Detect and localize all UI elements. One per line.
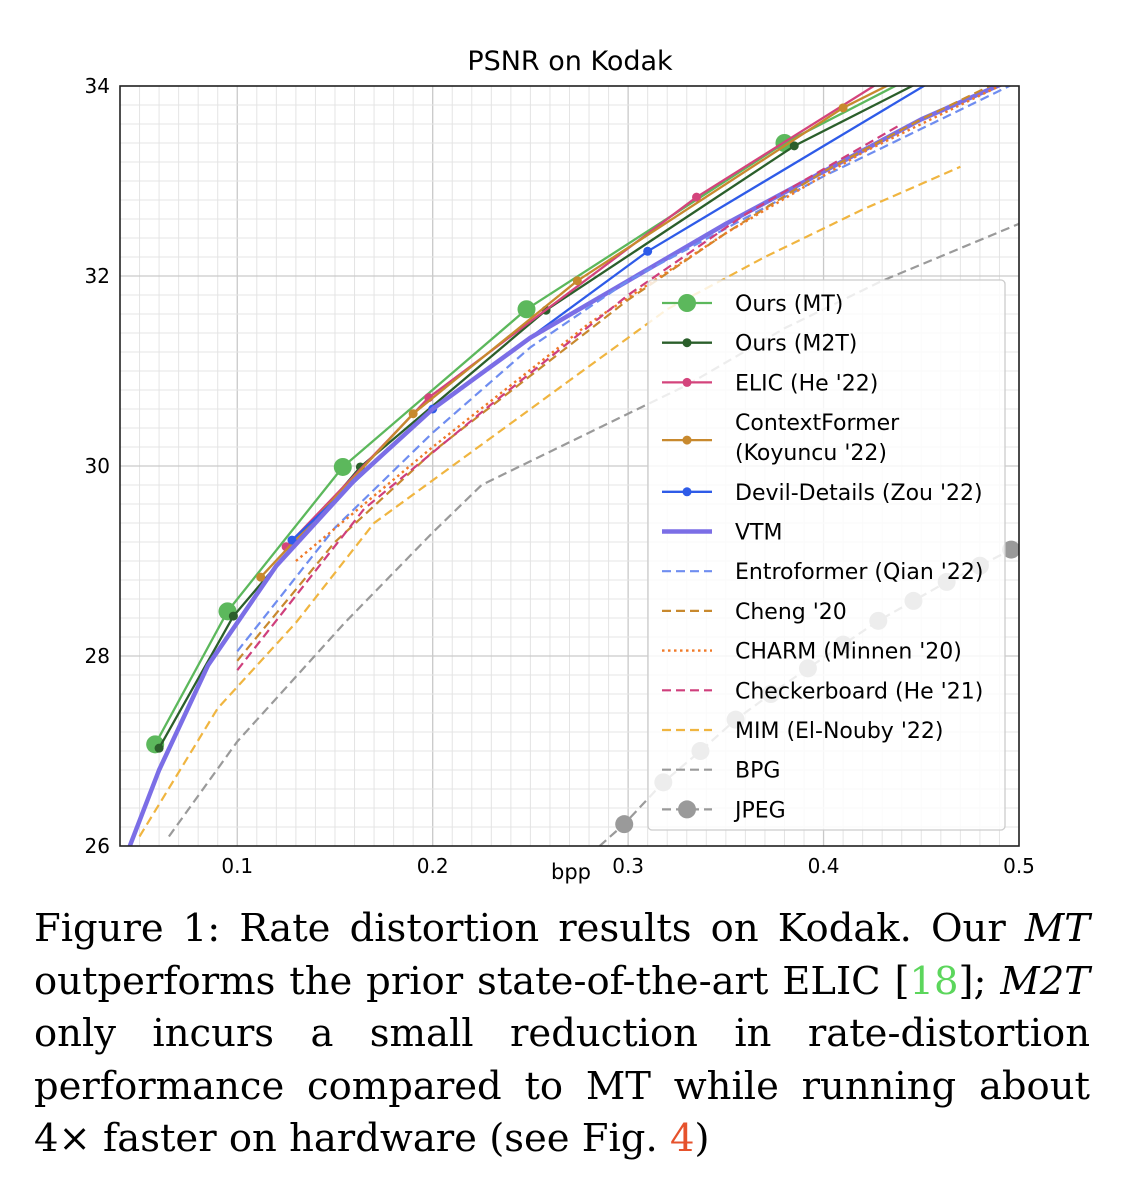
legend-item-entroformer-qian-22: Entroformer (Qian '22) xyxy=(662,560,983,585)
caption-prefix: Figure 1: Rate distortion results on Kod… xyxy=(34,906,1025,951)
series-entroformer-qian-22 xyxy=(236,86,1012,652)
legend-item-checkerboard-he-21: Checkerboard (He '21) xyxy=(662,679,983,704)
axis-ticks: 0.1 0.2 0.3 0.4 0.5 26 28 30 32 34 xyxy=(85,74,1035,878)
x-tick-label: 0.1 xyxy=(221,854,253,878)
legend-item-vtm: VTM xyxy=(662,521,782,546)
y-tick-label: 32 xyxy=(85,264,110,288)
caption-m2t: M2T xyxy=(1000,958,1090,1004)
x-tick-label: 0.3 xyxy=(612,854,644,878)
legend-label: Devil-Details (Zou '22) xyxy=(735,481,983,506)
data-point xyxy=(1030,524,1048,542)
series-checkerboard-he-21 xyxy=(236,123,903,671)
legend-marker xyxy=(682,338,692,348)
legend-label: JPEG xyxy=(733,798,786,823)
legend-item-bpg: BPG xyxy=(662,759,780,784)
legend-label: MIM (El-Nouby '22) xyxy=(735,719,943,744)
caption-mid2: ]; xyxy=(958,958,1001,1004)
legend-marker xyxy=(678,800,696,819)
caption-suffix: ) xyxy=(694,1116,710,1161)
legend-item-ours-mt: Ours (MT) xyxy=(662,292,843,317)
y-tick-label: 30 xyxy=(85,454,110,478)
legend-item-cheng-20: Cheng '20 xyxy=(662,600,847,625)
legend-item-charm-minnen-20: CHARM (Minnen '20) xyxy=(662,640,962,665)
data-point xyxy=(1015,15,1024,24)
caption-mt: MT xyxy=(1024,906,1090,951)
series-line xyxy=(158,86,915,749)
legend: Ours (MT) Ours (M2T) ELIC (He '22) ContextF… xyxy=(647,279,1006,831)
caption-mid1: outperforms the prior state-of-the-art E… xyxy=(34,958,910,1004)
data-point xyxy=(572,276,582,286)
data-point xyxy=(643,246,653,256)
data-point xyxy=(1002,540,1019,559)
series-mim-el-nouby-22 xyxy=(138,165,961,838)
series-line xyxy=(168,222,1019,838)
series-contextformer-koyuncu-22 xyxy=(256,15,1024,582)
plot-frame xyxy=(119,85,1020,847)
legend-marker xyxy=(682,435,692,445)
legend-label: ContextFormer xyxy=(735,411,900,436)
legend-label: ELIC (He '22) xyxy=(735,371,878,396)
caption-ref-18[interactable]: 18 xyxy=(909,958,959,1004)
series-line xyxy=(236,86,993,662)
y-tick-label: 26 xyxy=(85,834,110,858)
legend-label: Ours (MT) xyxy=(735,292,843,317)
legend-label: Cheng '20 xyxy=(735,600,847,625)
data-point xyxy=(517,300,536,319)
x-axis-label: bpp xyxy=(551,860,591,884)
legend-label: Ours (M2T) xyxy=(735,332,857,357)
data-point xyxy=(287,535,297,545)
x-tick-label: 0.4 xyxy=(808,854,840,878)
data-point xyxy=(838,103,848,113)
series-bpg xyxy=(168,222,1019,838)
y-tick-label: 34 xyxy=(85,74,110,98)
legend-label: VTM xyxy=(735,521,782,546)
caption-mid3: only incurs a small reduction in rate-di… xyxy=(34,1011,1090,1161)
legend-item-contextformer-koyuncu-22: ContextFormer (Koyuncu '22) xyxy=(662,411,900,466)
legend-marker xyxy=(682,487,692,497)
legend-label: CHARM (Minnen '20) xyxy=(735,640,962,665)
data-point xyxy=(1015,25,1024,34)
legend-item-jpeg: JPEG xyxy=(662,798,786,823)
legend-item-ours-m2t: Ours (M2T) xyxy=(662,332,857,357)
x-tick-label: 0.2 xyxy=(417,854,449,878)
legend-label: Checkerboard (He '21) xyxy=(735,679,983,704)
series-line xyxy=(154,86,898,745)
legend-item-devil-details-zou-22: Devil-Details (Zou '22) xyxy=(662,481,983,506)
caption-ref-fig4[interactable]: 4 xyxy=(669,1116,695,1161)
data-point xyxy=(789,141,799,151)
y-tick-label: 28 xyxy=(85,644,110,668)
series-cheng-20 xyxy=(236,86,993,662)
series-line xyxy=(236,86,1012,652)
legend-label: Entroformer (Qian '22) xyxy=(735,560,983,585)
data-point xyxy=(256,572,266,582)
series-line xyxy=(138,165,961,838)
x-tick-label: 0.5 xyxy=(1003,854,1035,878)
data-point xyxy=(615,815,634,834)
data-point xyxy=(228,611,238,621)
legend-label: (Koyuncu '22) xyxy=(735,441,887,466)
legend-marker xyxy=(678,294,696,312)
legend-box xyxy=(647,279,1006,831)
data-point xyxy=(975,15,984,24)
legend-label: BPG xyxy=(735,759,780,784)
figure-caption: Figure 1: Rate distortion results on Kod… xyxy=(34,903,1090,1166)
series-line xyxy=(236,123,903,671)
data-point xyxy=(154,743,164,753)
chart-title: PSNR on Kodak xyxy=(467,46,673,77)
legend-marker xyxy=(682,377,692,387)
legend-item-elic-he-22: ELIC (He '22) xyxy=(662,371,878,396)
data-point xyxy=(333,457,352,476)
data-point xyxy=(408,409,418,419)
data-point xyxy=(692,192,702,202)
legend-item-mim-el-nouby-22: MIM (El-Nouby '22) xyxy=(662,719,943,744)
